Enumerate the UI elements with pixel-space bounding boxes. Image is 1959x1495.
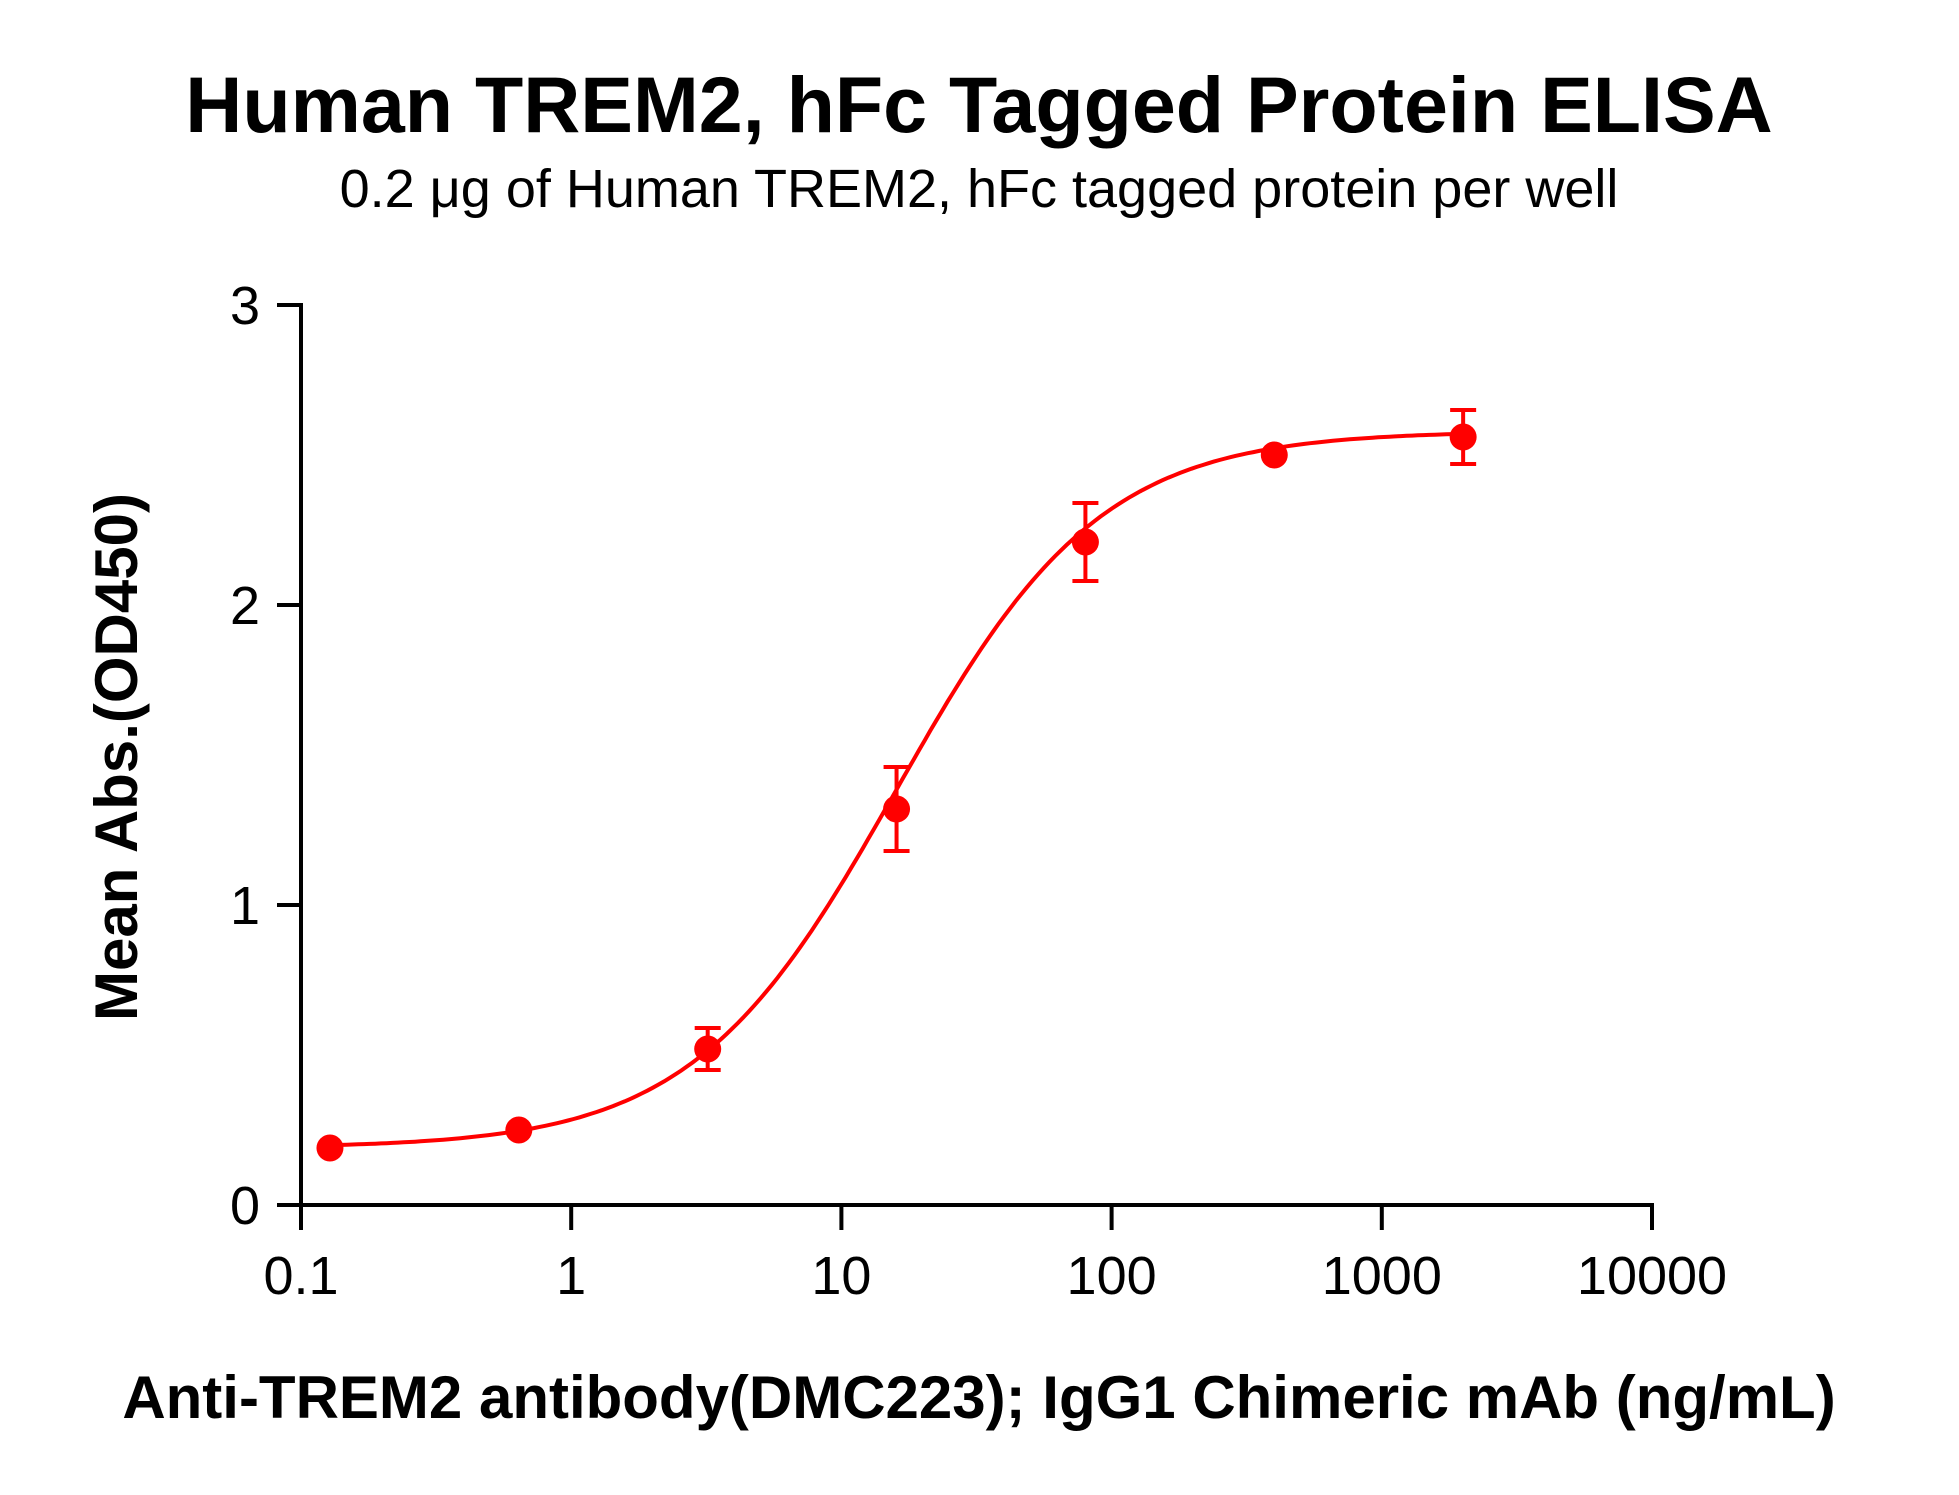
data-point xyxy=(1449,423,1477,451)
x-tick-label: 10 xyxy=(811,1246,871,1306)
data-point xyxy=(505,1116,533,1144)
x-axis: 0.1 1 10 100 1000 10000 xyxy=(263,1203,1727,1306)
x-tick-label: 0.1 xyxy=(263,1246,338,1306)
data-point xyxy=(1260,441,1288,469)
y-tick-label: 2 xyxy=(230,576,260,636)
error-bars xyxy=(694,408,1477,1072)
data-point xyxy=(883,795,911,823)
x-axis-title: Anti-TREM2 antibody(DMC223); IgG1 Chimer… xyxy=(122,1364,1835,1431)
chart-title: Human TREM2, hFc Tagged Protein ELISA xyxy=(185,60,1772,149)
x-tick-label: 1 xyxy=(556,1246,586,1306)
y-axis-title: Mean Abs.(OD450) xyxy=(83,493,150,1021)
plot-area: 0 1 2 3 0.1 1 10 100 1000 10000 xyxy=(230,276,1727,1306)
data-points xyxy=(316,423,1477,1162)
y-axis: 0 1 2 3 xyxy=(230,276,303,1236)
x-tick-label: 100 xyxy=(1067,1246,1157,1306)
chart-subtitle: 0.2 μg of Human TREM2, hFc tagged protei… xyxy=(340,159,1619,219)
y-tick-label: 3 xyxy=(230,276,260,336)
y-tick-label: 1 xyxy=(230,876,260,936)
x-tick-label: 1000 xyxy=(1322,1246,1442,1306)
y-tick-label: 0 xyxy=(230,1176,260,1236)
x-tick-label: 10000 xyxy=(1577,1246,1727,1306)
data-point xyxy=(694,1035,722,1063)
data-point xyxy=(1071,528,1099,556)
data-point xyxy=(316,1134,344,1162)
